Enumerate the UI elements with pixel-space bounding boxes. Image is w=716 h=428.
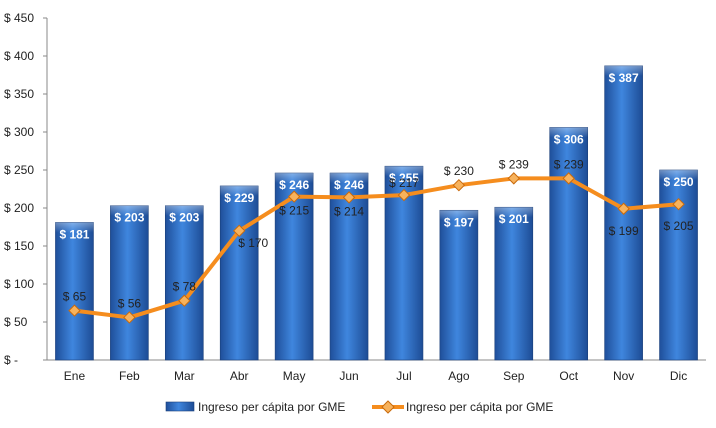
bar [439, 209, 479, 361]
line-marker [507, 172, 520, 185]
x-tick-label: Ene [64, 369, 86, 383]
line-data-label: $ 239 [554, 157, 584, 171]
data-labels: $ 181 $ 203 $ 203 $ 229 $ 246 $ 246 $ 255 $ 197… [59, 71, 693, 311]
bar-highlight [330, 173, 369, 184]
line-marker [452, 178, 466, 192]
x-tick-label: Sep [503, 369, 525, 383]
bar-highlight [275, 173, 314, 184]
x-tick-label: Dic [670, 369, 687, 383]
line-marker [287, 190, 301, 203]
y-tick-label: $ 100 [4, 277, 34, 291]
line-data-label: $ 214 [334, 204, 364, 218]
bar-data-label: $ 387 [609, 71, 639, 85]
bar-highlight [110, 205, 149, 216]
bar-data-label: $ 255 [389, 171, 419, 185]
x-tick-label: Abr [230, 369, 249, 383]
x-tick-label: Jun [339, 369, 358, 383]
line-data-label: $ 205 [664, 219, 694, 233]
line-data-label: $ 239 [499, 157, 529, 171]
line-path [74, 176, 679, 320]
x-tick-label: Oct [559, 369, 578, 383]
legend-marker-line [381, 400, 395, 414]
bar-highlight [439, 210, 478, 221]
line-data-label: $ 230 [444, 164, 474, 178]
line-data-label: $ 217 [389, 176, 419, 190]
bar-data-label: $ 181 [59, 227, 89, 241]
y-tick-label: $ 150 [4, 239, 34, 253]
bar-data-label: $ 197 [444, 215, 474, 229]
line-marker [672, 197, 685, 211]
legend-label-bar: Ingreso per cápita por GME [198, 400, 345, 414]
bar-data-label: $ 246 [334, 178, 364, 192]
bar [110, 205, 149, 361]
line-marker [562, 172, 575, 185]
bar-data-label: $ 203 [114, 211, 144, 225]
y-tick-label: $ - [4, 353, 18, 367]
y-tick-label: $ 200 [4, 201, 34, 215]
bar-data-label: $ 203 [169, 211, 199, 225]
y-tick-label: $ 450 [4, 11, 34, 25]
line-data-label: $ 215 [279, 204, 309, 218]
y-tick-label: $ 350 [4, 87, 34, 101]
line-data-label: $ 170 [238, 236, 268, 250]
bar-highlight [494, 207, 533, 218]
line-data-label: $ 56 [118, 296, 142, 310]
x-tick-label: Jul [396, 369, 411, 383]
bar-series [55, 65, 698, 361]
bar-highlight [659, 170, 698, 180]
line-marker [617, 202, 630, 215]
bar-data-label: $ 229 [224, 191, 254, 205]
bar-data-label: $ 201 [499, 212, 529, 226]
x-tick-label: May [283, 369, 306, 383]
line-marker [178, 294, 191, 307]
line-marker [123, 311, 136, 324]
legend: Ingreso per cápita por GME Ingreso per cá… [165, 400, 553, 414]
x-tick-label: Feb [119, 369, 140, 383]
y-tick-label: $ 300 [4, 125, 34, 139]
bar-highlight [549, 127, 588, 138]
x-tick-label: Mar [174, 369, 195, 383]
line-marker [233, 224, 246, 238]
bar-highlight [220, 185, 259, 196]
line-data-label: $ 78 [173, 280, 197, 294]
bar [329, 172, 369, 361]
line-marker [342, 191, 356, 204]
bar [549, 127, 589, 361]
bar [55, 222, 94, 361]
x-tick-label: Ago [448, 369, 470, 383]
line-marker [397, 188, 411, 202]
y-tick-label: $ 250 [4, 163, 34, 177]
bar-data-label: $ 246 [279, 178, 309, 192]
axes: $ - $ 50 $ 100 $ 150 $ 200 $ 250 $ 300 $ 350 $ 4… [4, 11, 706, 383]
bar-highlight [384, 166, 423, 177]
x-tick-label: Nov [613, 369, 634, 383]
y-tick-label: $ 50 [4, 315, 28, 329]
bar-highlight [55, 222, 94, 233]
bar-highlight [165, 205, 204, 216]
bar [219, 185, 259, 361]
line-data-label: $ 65 [63, 290, 87, 304]
bar [494, 206, 534, 361]
line-marker [68, 304, 81, 317]
y-tick-label: $ 400 [4, 49, 34, 63]
legend-label-line: Ingreso per cápita por GME [406, 400, 553, 414]
line-series [68, 172, 685, 324]
bar-highlight [604, 65, 643, 76]
bar-data-label: $ 306 [554, 132, 584, 146]
line-data-label: $ 199 [609, 224, 639, 238]
legend-swatch-bar [165, 401, 195, 412]
bar-data-label: $ 250 [664, 175, 694, 189]
